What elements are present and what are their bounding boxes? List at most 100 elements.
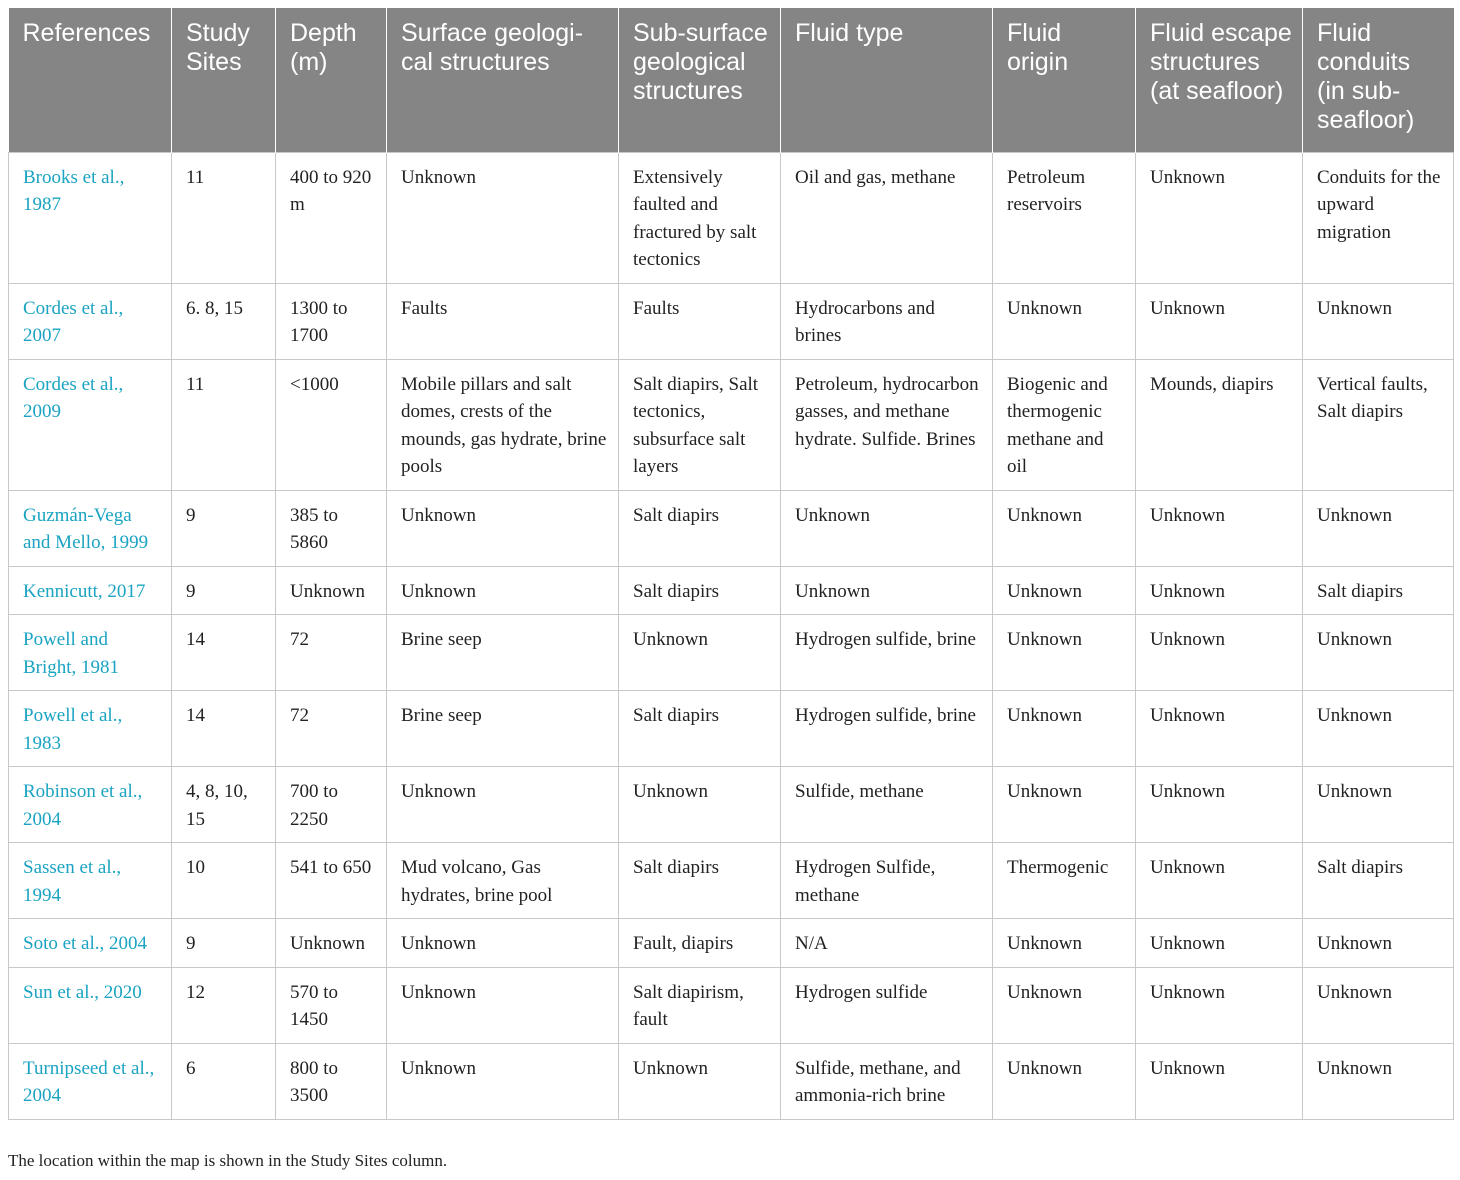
reference-link[interactable]: Soto et al., 2004 bbox=[8, 918, 172, 968]
table-cell: 9 bbox=[171, 565, 276, 615]
table-cell: 570 to 1450 bbox=[275, 966, 387, 1044]
table-cell: Petroleum reservoirs bbox=[992, 151, 1136, 284]
table-cell: Unknown bbox=[386, 489, 619, 567]
data-table: References Study Sites Depth (m) Surface ge… bbox=[8, 8, 1454, 1120]
table-cell: Unknown bbox=[275, 565, 387, 615]
column-header: Fluid escape structures (at seafloor) bbox=[1135, 8, 1303, 152]
table-cell: Extensively faulted and fractured by sal… bbox=[618, 151, 781, 284]
reference-link[interactable]: Sun et al., 2020 bbox=[8, 966, 172, 1044]
table-cell: Unknown bbox=[992, 766, 1136, 843]
table-cell: Salt diapirs bbox=[618, 565, 781, 615]
table-cell: 400 to 920 m bbox=[275, 151, 387, 284]
table-row: Cordes et al., 2009 11 <1000 Mobile pillars… bbox=[8, 358, 1454, 491]
table-cell: Unknown bbox=[992, 918, 1136, 968]
table-cell: Unknown bbox=[780, 565, 993, 615]
reference-link[interactable]: Turnipseed et al., 2004 bbox=[8, 1042, 172, 1120]
table-cell: Unknown bbox=[1135, 690, 1303, 767]
table-cell: Unknown bbox=[1302, 282, 1454, 360]
table-cell: Unknown bbox=[1302, 966, 1454, 1044]
table-cell: Unknown bbox=[386, 918, 619, 968]
table-cell: Unknown bbox=[275, 918, 387, 968]
table-cell: Salt diapirs, Salt tectonics, subsurface… bbox=[618, 358, 781, 491]
table-cell: Mobile pillars and salt domes, crests of… bbox=[386, 358, 619, 491]
table-cell: 800 to 3500 bbox=[275, 1042, 387, 1120]
table-cell: Unknown bbox=[1302, 918, 1454, 968]
reference-link[interactable]: Cordes et al., 2009 bbox=[8, 358, 172, 491]
table-cell: Sulfide, methane, and ammonia-rich brine bbox=[780, 1042, 993, 1120]
table-cell: Hydrogen sulfide, brine bbox=[780, 614, 993, 691]
table-row: Powell and Bright, 1981 14 72 Brine seep Unk… bbox=[8, 614, 1454, 691]
table-row: Powell et al., 1983 14 72 Brine seep Salt di… bbox=[8, 690, 1454, 767]
reference-link[interactable]: Powell and Bright, 1981 bbox=[8, 614, 172, 691]
table-cell: 14 bbox=[171, 614, 276, 691]
table-cell: Brine seep bbox=[386, 690, 619, 767]
table-row: Cordes et al., 2007 6. 8, 15 1300 to 1700 F… bbox=[8, 282, 1454, 360]
column-header: Sub-surface geological structures bbox=[618, 8, 781, 152]
table-footnote: The location within the map is shown in … bbox=[8, 1151, 448, 1170]
table-cell: Unknown bbox=[992, 489, 1136, 567]
table-cell: Petroleum, hydrocarbon gasses, and metha… bbox=[780, 358, 993, 491]
reference-link[interactable]: Sassen et al., 1994 bbox=[8, 842, 172, 919]
table-cell: Salt diapirs bbox=[1302, 842, 1454, 919]
table-cell: <1000 bbox=[275, 358, 387, 491]
table-cell: N/A bbox=[780, 918, 993, 968]
column-header: Fluid conduits (in sub-seafloor) bbox=[1302, 8, 1454, 152]
table-cell: Salt diapirism, fault bbox=[618, 966, 781, 1044]
column-header: Depth (m) bbox=[275, 8, 387, 152]
table-cell: 9 bbox=[171, 489, 276, 567]
table-cell: Unknown bbox=[1135, 614, 1303, 691]
column-header: Surface geologi-cal structures bbox=[386, 8, 619, 152]
column-header: Study Sites bbox=[171, 8, 276, 152]
table-cell: 1300 to 1700 bbox=[275, 282, 387, 360]
table-cell: 14 bbox=[171, 690, 276, 767]
table-cell: Unknown bbox=[1135, 918, 1303, 968]
table-cell: 11 bbox=[171, 151, 276, 284]
table-cell: Unknown bbox=[992, 690, 1136, 767]
table-cell: Faults bbox=[386, 282, 619, 360]
table-cell: Biogenic and thermogenic methane and oil bbox=[992, 358, 1136, 491]
table-cell: Unknown bbox=[1135, 151, 1303, 284]
table-cell: 6. 8, 15 bbox=[171, 282, 276, 360]
table-cell: Unknown bbox=[1135, 966, 1303, 1044]
table-cell: Unknown bbox=[618, 1042, 781, 1120]
table-cell: Unknown bbox=[992, 1042, 1136, 1120]
table-cell: Unknown bbox=[1135, 1042, 1303, 1120]
reference-link[interactable]: Robinson et al., 2004 bbox=[8, 766, 172, 843]
table-cell: Unknown bbox=[1302, 690, 1454, 767]
table-cell: Faults bbox=[618, 282, 781, 360]
header-row: References Study Sites Depth (m) Surface ge… bbox=[8, 8, 1454, 152]
column-header: References bbox=[8, 8, 172, 152]
reference-link[interactable]: Guzmán-Vega and Mello, 1999 bbox=[8, 489, 172, 567]
table-cell: Unknown bbox=[1302, 489, 1454, 567]
reference-link[interactable]: Brooks et al., 1987 bbox=[8, 151, 172, 284]
table-cell: Hydrocarbons and brines bbox=[780, 282, 993, 360]
table-cell: Salt diapirs bbox=[618, 690, 781, 767]
table-cell: Unknown bbox=[386, 766, 619, 843]
table-cell: Unknown bbox=[992, 282, 1136, 360]
table-cell: Unknown bbox=[1302, 1042, 1454, 1120]
table-cell: 72 bbox=[275, 690, 387, 767]
table-cell: 700 to 2250 bbox=[275, 766, 387, 843]
table-row: Guzmán-Vega and Mello, 1999 9 385 to 5860 U… bbox=[8, 489, 1454, 567]
table-cell: Vertical faults, Salt diapirs bbox=[1302, 358, 1454, 491]
table-cell: 11 bbox=[171, 358, 276, 491]
reference-link[interactable]: Powell et al., 1983 bbox=[8, 690, 172, 767]
reference-link[interactable]: Kennicutt, 2017 bbox=[8, 565, 172, 615]
table-cell: Hydrogen sulfide, brine bbox=[780, 690, 993, 767]
table-row: Kennicutt, 2017 9 Unknown Unknown Salt diapi… bbox=[8, 565, 1454, 615]
table-cell: Sulfide, methane bbox=[780, 766, 993, 843]
table-cell: Salt diapirs bbox=[1302, 565, 1454, 615]
column-header: Fluid type bbox=[780, 8, 993, 152]
table-cell: 9 bbox=[171, 918, 276, 968]
table-container: References Study Sites Depth (m) Surface ge… bbox=[8, 8, 1454, 1120]
table-cell: Unknown bbox=[618, 766, 781, 843]
reference-link[interactable]: Cordes et al., 2007 bbox=[8, 282, 172, 360]
table-cell: Fault, diapirs bbox=[618, 918, 781, 968]
table-cell: Unknown bbox=[618, 614, 781, 691]
table-row: Sassen et al., 1994 10 541 to 650 Mud volca… bbox=[8, 842, 1454, 919]
table-cell: 4, 8, 10, 15 bbox=[171, 766, 276, 843]
table-cell: 6 bbox=[171, 1042, 276, 1120]
table-cell: 12 bbox=[171, 966, 276, 1044]
table-cell: Unknown bbox=[1135, 565, 1303, 615]
table-cell: 72 bbox=[275, 614, 387, 691]
